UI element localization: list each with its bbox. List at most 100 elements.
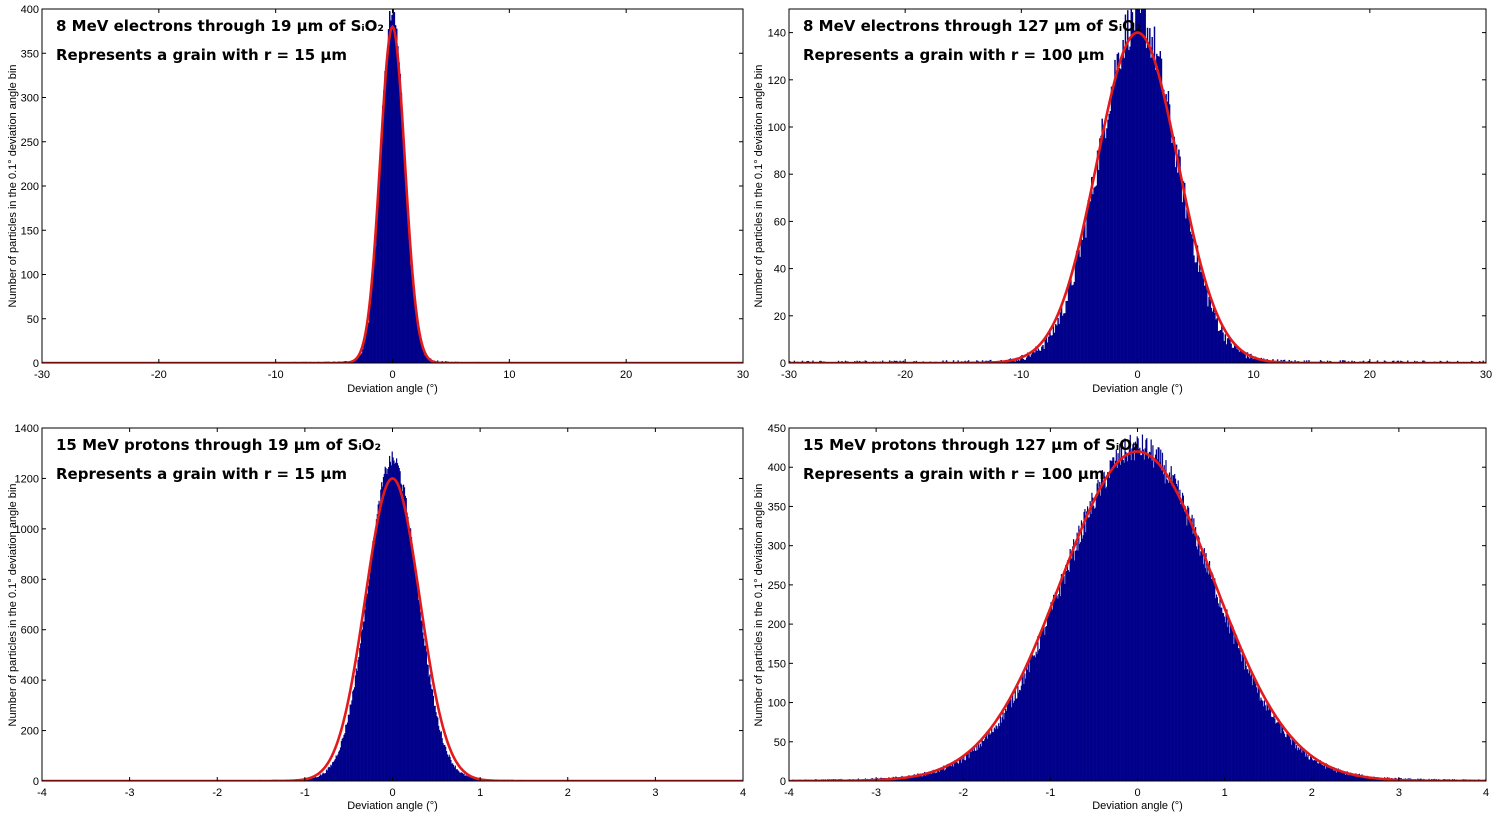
histogram-bar: [1216, 317, 1218, 363]
histogram-bar: [376, 513, 378, 781]
histogram-bar: [1310, 756, 1313, 781]
histogram-bar: [388, 467, 390, 781]
histogram-bar: [1059, 585, 1061, 781]
histogram-bar: [998, 726, 1001, 781]
histogram-bar: [983, 741, 985, 781]
histogram-bar: [1193, 518, 1195, 781]
histogram-bar: [945, 767, 948, 781]
histogram-bar: [1318, 760, 1320, 781]
histogram-bar: [462, 773, 464, 781]
histogram-bar: [1192, 533, 1194, 781]
y-tick-label: 150: [768, 658, 786, 670]
histogram-bar: [360, 353, 363, 363]
histogram-bar: [967, 751, 969, 781]
histogram-bar: [330, 764, 332, 781]
histogram-bar: [1005, 710, 1008, 781]
histogram-bar: [1328, 766, 1330, 781]
histogram-bar: [1075, 550, 1077, 781]
histogram-bar: [383, 473, 385, 781]
histogram-bar: [311, 778, 314, 781]
histogram-bar: [1339, 769, 1341, 781]
histogram-bar: [1119, 443, 1121, 781]
histogram-bar: [1043, 348, 1045, 363]
histogram-bar: [1354, 775, 1356, 781]
y-tick-label: 1200: [15, 473, 39, 485]
histogram-bar: [1242, 649, 1244, 781]
histogram-bar: [1372, 778, 1374, 781]
histogram-bar: [369, 572, 371, 781]
histogram-bar: [1229, 623, 1232, 781]
histogram-bar: [337, 754, 339, 781]
histogram-bar: [1123, 462, 1125, 781]
histogram-bar: [1299, 748, 1301, 781]
histogram-bar: [1201, 554, 1204, 781]
histogram-bar: [1150, 57, 1152, 363]
histogram-bar: [1245, 358, 1247, 363]
annotation-line-2: Represents a grain with r = 100 μm: [803, 465, 1104, 483]
histogram-bar: [334, 759, 336, 781]
histogram-bar: [374, 541, 376, 781]
histogram-bar: [1282, 726, 1284, 781]
histogram-bar: [918, 775, 921, 781]
histogram-bar: [1134, 30, 1136, 363]
histogram-bar: [1012, 703, 1015, 781]
histogram-bar: [961, 757, 963, 781]
histogram-bar: [1280, 733, 1282, 781]
histogram-bar: [1320, 762, 1322, 781]
histogram-bar: [1077, 249, 1079, 363]
histogram-bar: [402, 491, 404, 781]
y-tick-label: 50: [27, 314, 39, 326]
histogram-bar: [1022, 674, 1024, 781]
histogram-bar: [1115, 77, 1117, 363]
histogram-bar: [1067, 570, 1069, 781]
x-tick-label: -20: [151, 369, 167, 381]
histogram-bar: [1276, 722, 1278, 781]
histogram-bar: [1079, 542, 1082, 781]
histogram-bar: [965, 754, 968, 781]
histogram-bar: [1348, 773, 1350, 781]
histogram-bar: [1095, 185, 1098, 363]
histogram-bar: [1249, 675, 1252, 781]
histogram-bar: [973, 745, 975, 781]
x-tick-label: 20: [1364, 369, 1376, 381]
histogram-bar: [1170, 127, 1172, 363]
histogram-bar: [414, 566, 416, 781]
histogram-bar: [1282, 731, 1285, 781]
histogram-bar: [379, 162, 382, 363]
histogram-bar: [1302, 749, 1304, 781]
histogram-bars: [789, 9, 1486, 363]
histogram-bar: [1017, 359, 1020, 363]
histogram-bar: [474, 778, 477, 781]
histogram-bar: [1237, 349, 1239, 363]
histogram-bar: [387, 468, 389, 781]
histogram-bar: [1053, 597, 1056, 781]
histogram-bar: [411, 278, 413, 363]
histogram-bar: [1088, 517, 1090, 781]
histogram-bar: [397, 46, 399, 363]
histogram-bar: [384, 466, 386, 781]
y-tick-label: 100: [768, 122, 786, 134]
histogram-bar: [1134, 460, 1136, 781]
histogram-bar: [421, 346, 424, 363]
histogram-bar: [448, 754, 450, 781]
histogram-bar: [1002, 710, 1004, 781]
histogram-bar: [1153, 26, 1156, 363]
x-tick-label: -30: [34, 369, 50, 381]
histogram-bar: [1079, 543, 1081, 781]
histogram-bar: [1224, 334, 1227, 363]
histogram-bar: [317, 777, 319, 781]
histogram-bar: [1045, 626, 1047, 781]
histogram-bar: [1147, 42, 1150, 363]
histogram-bar: [1333, 767, 1335, 781]
x-tick-label: 4: [1483, 787, 1489, 799]
histogram-bar: [1248, 673, 1250, 781]
histogram-bar: [1131, 448, 1133, 781]
histogram-bar: [1074, 260, 1077, 363]
histogram-bar: [1192, 238, 1194, 363]
histogram-bar: [1232, 626, 1234, 781]
histogram-bar: [404, 495, 406, 781]
histogram-bar: [388, 455, 391, 781]
histogram-bar: [1155, 449, 1157, 781]
histogram-bar: [897, 779, 899, 781]
histogram-bar: [349, 704, 351, 781]
